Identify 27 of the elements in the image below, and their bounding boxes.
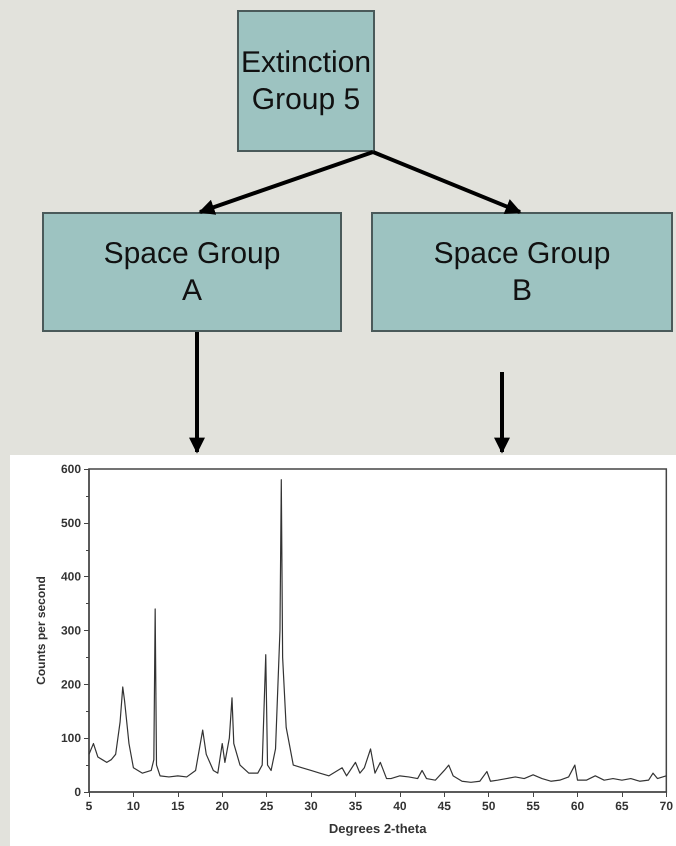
y-tick-label: 300 xyxy=(60,624,82,638)
x-tick-label: 10 xyxy=(126,799,140,813)
x-tick-label: 15 xyxy=(171,799,185,813)
x-tick-label: 35 xyxy=(348,799,362,813)
y-tick-label: 100 xyxy=(60,731,82,746)
x-axis-title: Degrees 2-theta xyxy=(328,821,428,836)
y-tick-label: 600 xyxy=(60,462,82,476)
x-tick-label: 50 xyxy=(482,799,496,813)
x-tick-label: 60 xyxy=(570,799,584,813)
x-tick-label: 25 xyxy=(260,799,274,813)
y-tick-label: 0 xyxy=(74,785,82,799)
y-tick-label: 400 xyxy=(60,570,82,584)
x-tick-label: 5 xyxy=(86,799,93,813)
text: Space Group B xyxy=(432,236,612,309)
y-tick-label: 200 xyxy=(60,677,82,692)
x-tick-label: 70 xyxy=(660,799,674,813)
text: Extinction Group 5 xyxy=(237,10,375,152)
y-axis-title: Counts per second xyxy=(34,576,48,685)
text: Space Group A xyxy=(102,236,282,309)
x-tick-label: 55 xyxy=(526,799,540,813)
x-tick-label: 30 xyxy=(304,799,318,813)
y-tick-label: 500 xyxy=(60,516,82,530)
x-tick-label: 65 xyxy=(615,799,629,813)
x-tick-label: 20 xyxy=(216,799,230,813)
x-tick-label: 45 xyxy=(438,799,452,813)
line-series xyxy=(88,479,667,783)
x-tick-label: 40 xyxy=(393,799,407,813)
